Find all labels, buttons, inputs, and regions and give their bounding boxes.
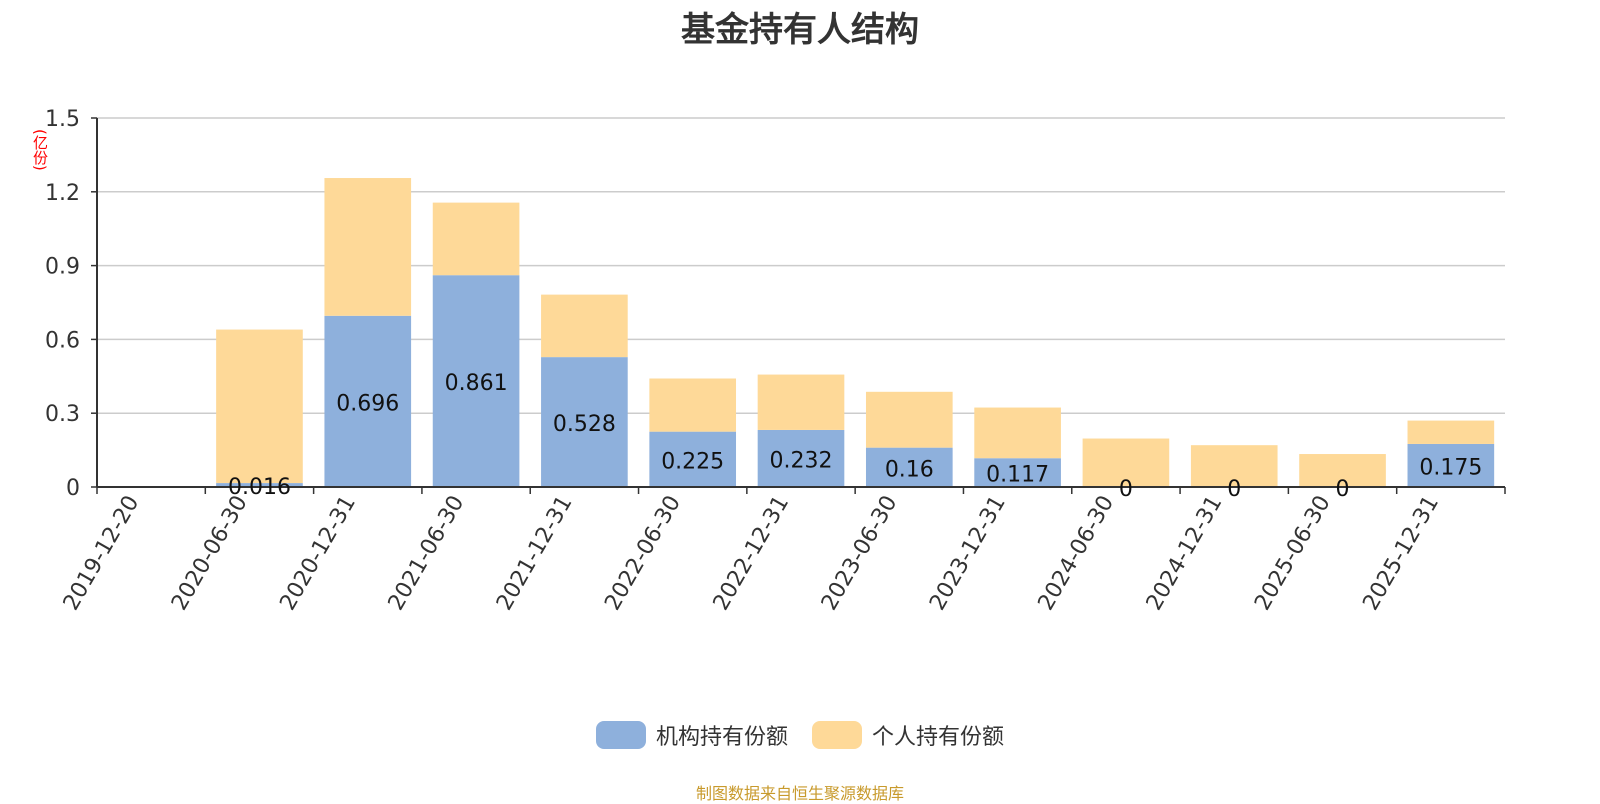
x-tick-label: 2023-12-31 [925,492,1011,615]
bar-institutional [216,483,303,487]
bar-individual [1299,454,1386,487]
data-label-institutional: 0.861 [445,371,508,396]
legend: 机构持有份额 个人持有份额 [0,719,1600,751]
data-label-institutional: 0.225 [661,449,724,474]
y-tick-label: 0.9 [45,255,80,280]
data-label-institutional: 0.16 [885,457,934,482]
bar-individual [974,407,1061,459]
data-label-institutional: 0 [1119,477,1133,502]
x-tick-label: 2019-12-20 [59,492,145,615]
x-tick-label: 2024-06-30 [1034,492,1120,615]
legend-item-institutional[interactable]: 机构持有份额 [595,719,788,751]
x-tick-label: 2021-12-31 [492,492,578,615]
bar-institutional [649,431,737,487]
bar-individual [1082,438,1170,487]
data-label-institutional: 0.696 [336,391,399,416]
data-label-institutional: 0.528 [553,412,616,437]
bar-individual [1407,420,1495,444]
x-tick-label: 2020-06-30 [167,492,253,615]
y-tick-label: 0.3 [45,402,80,427]
x-tick-label: 2020-12-31 [275,492,361,615]
x-tick-label: 2022-06-30 [600,492,686,615]
data-label-institutional: 0.016 [228,475,291,500]
x-tick-label: 2024-12-31 [1142,492,1228,615]
legend-label-individual: 个人持有份额 [872,725,1005,750]
bar-individual [432,202,520,276]
legend-swatch-institutional [595,721,646,749]
bar-institutional [541,357,628,487]
legend-item-individual[interactable]: 个人持有份额 [812,719,1004,751]
x-tick-label: 2022-12-31 [709,492,795,615]
bar-institutional [1407,443,1495,487]
bar-individual [865,391,953,448]
bar-institutional [865,447,953,487]
bar-institutional [324,315,412,487]
grid-lines [97,117,1505,414]
chart-title: 基金持有人结构 [681,10,919,50]
data-label-institutional: 0 [1336,477,1350,502]
y-axis-unit-label: (亿份) [31,129,49,171]
x-tick-label: 2023-06-30 [817,491,903,614]
data-label-institutional: 0 [1227,477,1241,502]
bar-individual [1190,445,1278,487]
bar-individual [649,378,737,432]
bar-institutional [432,275,520,487]
y-tick-label: 0.6 [45,328,80,353]
bar-individual [324,178,412,316]
y-tick-label: 1.2 [45,181,80,206]
data-label-institutional: 0.117 [986,463,1049,488]
bar-individual [216,329,303,484]
data-label-institutional: 0.232 [770,448,833,473]
bar-individual [757,374,845,430]
legend-label-institutional: 机构持有份额 [655,725,788,750]
bar-stacks [216,178,1495,487]
legend-swatch-individual [812,721,862,749]
bar-individual [541,294,628,358]
x-tick-label: 2025-06-30 [1250,492,1336,615]
data-labels: 0.016 0.696 0.861 0.528 0.225 0.232 0.16 0.117 0… [228,371,1482,502]
y-tick-label: 0 [66,476,80,501]
x-tick-label: 2021-06-30 [384,491,470,614]
data-label-institutional: 0.175 [1419,455,1482,480]
bar-institutional [757,429,845,487]
y-tick-label: 1.5 [45,107,80,132]
bar-institutional [974,458,1061,487]
source-note: 制图数据来自恒生聚源数据库 [695,784,904,803]
x-tick-label: 2025-12-31 [1358,492,1444,615]
